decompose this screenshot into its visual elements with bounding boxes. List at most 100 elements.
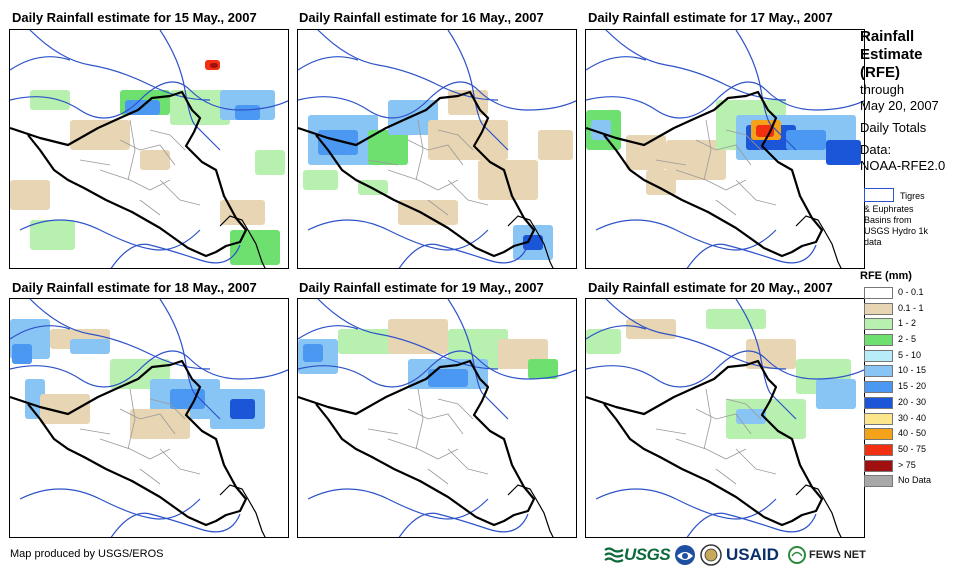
rainfall-patch — [786, 130, 826, 150]
admin-boundary — [127, 119, 136, 181]
rfe-legend-title: RFE (mm) — [860, 270, 912, 282]
rfe-class-row: 30 - 40 — [860, 412, 965, 428]
admin-boundary — [139, 199, 161, 216]
basin-swatch — [864, 188, 894, 202]
rainfall-patch — [70, 120, 130, 150]
map-panel-20 — [585, 298, 865, 538]
rainfall-patch — [398, 200, 458, 225]
logo-bar: USGS USAID FEWS NET — [604, 542, 964, 568]
admin-boundary — [159, 448, 201, 475]
rainfall-patch — [10, 180, 50, 210]
rfe-class-label: 2 - 5 — [898, 334, 917, 345]
rainfall-patch — [736, 409, 766, 424]
admin-boundary — [407, 408, 464, 435]
admin-boundary — [655, 159, 687, 166]
river-line — [298, 350, 576, 388]
admin-boundary — [703, 388, 712, 450]
river-line — [10, 56, 71, 71]
river-line — [159, 299, 221, 420]
rfe-class-row: 20 - 30 — [860, 396, 965, 412]
admin-boundary — [415, 388, 424, 450]
rfe-class-swatch — [864, 428, 893, 441]
rainfall-patch — [706, 309, 766, 329]
gulf-coastline — [795, 484, 842, 537]
rfe-class-list: 0 - 0.1 0.1 - 1 1 - 2 2 - 5 5 - 10 10 - 15 15 … — [860, 286, 965, 490]
rfe-class-label: 40 - 50 — [898, 428, 927, 439]
rainfall-patch — [538, 130, 573, 160]
admin-boundary — [119, 408, 176, 435]
panel-title-16: Daily Rainfall estimate for 16 May., 200… — [299, 10, 544, 25]
rainfall-patch — [626, 135, 666, 170]
usaid-logo-text: USAID — [726, 545, 779, 564]
panel-title-15: Daily Rainfall estimate for 15 May., 200… — [12, 10, 257, 25]
river-line — [10, 350, 288, 388]
admin-boundary — [149, 129, 186, 151]
rfe-class-label: > 75 — [898, 459, 916, 470]
noaa-logo — [674, 542, 696, 568]
river-line — [586, 325, 647, 340]
rainfall-patch — [235, 105, 260, 120]
dos-seal-icon — [700, 544, 722, 566]
river-line — [735, 30, 797, 151]
admin-boundary — [79, 428, 111, 435]
admin-boundary — [725, 398, 762, 420]
rfe-class-row: 15 - 20 — [860, 380, 965, 396]
rainfall-patch — [70, 339, 110, 354]
map-panel-19 — [297, 298, 577, 538]
river-line — [735, 299, 797, 420]
map-panel-15 — [9, 29, 289, 269]
rainfall-patch — [816, 379, 856, 409]
rfe-class-label: 10 - 15 — [898, 365, 927, 376]
rfe-class-label: 0.1 - 1 — [898, 302, 924, 313]
usgs-logo: USGS — [604, 542, 671, 568]
rainfall-patch — [428, 369, 468, 387]
admin-boundary — [367, 428, 399, 435]
admin-boundary — [695, 139, 752, 166]
panel-title-17: Daily Rainfall estimate for 17 May., 200… — [588, 10, 833, 25]
rfe-class-row: 5 - 10 — [860, 349, 965, 365]
rfe-class-row: 50 - 75 — [860, 443, 965, 459]
gulf-coastline — [219, 484, 266, 537]
rfe-class-swatch — [864, 475, 893, 488]
admin-boundary — [149, 398, 186, 420]
admin-boundary — [367, 159, 399, 166]
river-line — [298, 56, 359, 71]
rfe-class-label: 30 - 40 — [898, 412, 927, 423]
river-line — [10, 325, 71, 340]
rainfall-patch — [30, 90, 70, 110]
river-line — [19, 219, 201, 251]
fews-logo-text: FEWS NET — [809, 549, 866, 561]
admin-boundary — [79, 159, 111, 166]
rfe-class-label: No Data — [898, 475, 932, 486]
rfe-class-label: 15 - 20 — [898, 381, 927, 392]
iraq-border — [298, 359, 536, 527]
river-line — [159, 30, 221, 151]
admin-boundary — [139, 468, 161, 485]
rfe-class-swatch — [864, 334, 893, 347]
admin-boundary — [159, 179, 201, 206]
river-line — [398, 243, 529, 268]
rfe-class-label: 5 - 10 — [898, 349, 922, 360]
rfe-class-label: 1 - 2 — [898, 318, 917, 329]
legend-title: Rainfall Estimate (RFE) — [860, 28, 923, 81]
rainfall-patch — [303, 344, 323, 362]
river-line — [447, 30, 509, 151]
rainfall-patch — [12, 344, 32, 364]
gulf-coastline — [507, 215, 554, 268]
rainfall-patch — [428, 120, 508, 160]
rfe-class-row: 1 - 2 — [860, 317, 965, 333]
basin-label-rest: & Euphrates Basins from USGS Hydro 1k da… — [864, 204, 929, 247]
river-line — [298, 81, 576, 119]
admin-boundary — [387, 438, 459, 460]
rfe-class-swatch — [864, 459, 893, 472]
legend-data-label: Data: — [860, 142, 892, 157]
rainfall-patch — [826, 140, 861, 165]
admin-boundary — [735, 448, 777, 475]
gulf-coastline — [219, 215, 266, 268]
rainfall-patch — [388, 319, 448, 354]
rainfall-patch — [40, 394, 90, 424]
admin-boundary — [415, 119, 424, 181]
rfe-class-row: > 75 — [860, 459, 965, 475]
rfe-class-swatch — [864, 412, 893, 425]
usgs-wave-icon — [604, 547, 624, 563]
